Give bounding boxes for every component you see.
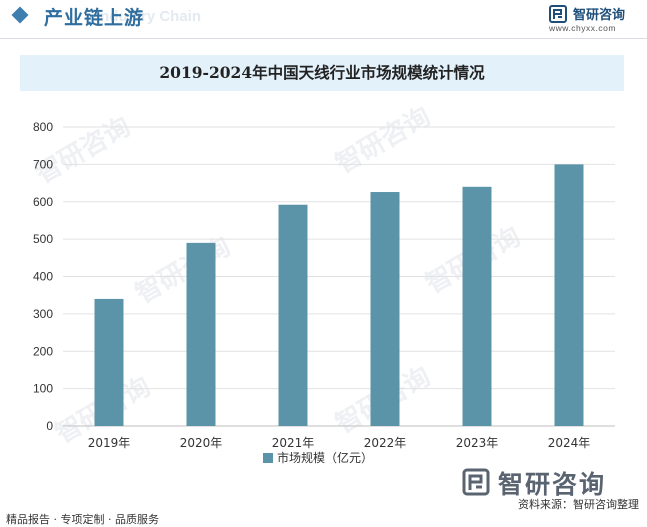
y-tick-label: 800 — [33, 120, 53, 134]
chart-title: 2019-2024年中国天线行业市场规模统计情况 — [159, 63, 485, 82]
section-title-ghost: Industry Chain — [96, 8, 202, 25]
section-title: 产业链上游 — [44, 7, 145, 29]
y-tick-label: 0 — [46, 419, 53, 433]
brand-url: www.chyxx.com — [549, 23, 616, 33]
y-tick-label: 400 — [33, 270, 53, 284]
legend-label: 市场规模（亿元） — [277, 450, 373, 465]
footer-logo: 智研咨询 — [462, 466, 636, 499]
bar — [94, 298, 124, 426]
bar — [462, 186, 492, 426]
y-tick-label: 500 — [33, 232, 53, 246]
brand-name: 智研咨询 — [573, 8, 626, 23]
bar — [186, 242, 216, 426]
footer-tagline: 精品报告 · 专项定制 · 品质服务 — [6, 513, 159, 526]
y-tick-label: 600 — [33, 195, 53, 209]
bar — [554, 164, 584, 426]
footer-logo-text: 智研咨询 — [498, 470, 607, 499]
source-note: 资料来源：智研咨询整理 — [518, 498, 639, 511]
bar — [278, 204, 308, 426]
y-tick-label: 700 — [33, 157, 53, 171]
bar — [370, 192, 400, 426]
chart-title-band: 2019-2024年中国天线行业市场规模统计情况 — [20, 55, 624, 91]
y-tick-label: 300 — [33, 307, 53, 321]
x-tick-label: 2024年 — [548, 436, 591, 450]
y-tick-label: 200 — [33, 344, 53, 358]
brand-logo-icon — [549, 5, 567, 23]
y-tick-label: 100 — [33, 382, 53, 396]
legend-swatch — [263, 453, 273, 463]
x-tick-label: 2022年 — [364, 436, 407, 450]
x-tick-label: 2023年 — [456, 436, 499, 450]
x-tick-label: 2021年 — [272, 436, 315, 450]
page-header: Industry Chain 产业链上游 智研咨询 www.chyxx.com — [0, 0, 647, 39]
header-divider — [0, 38, 647, 39]
x-tick-label: 2019年 — [88, 436, 131, 450]
x-tick-label: 2020年 — [180, 436, 223, 450]
footer-logo-icon — [462, 468, 490, 496]
brand: 智研咨询 www.chyxx.com — [549, 4, 639, 36]
